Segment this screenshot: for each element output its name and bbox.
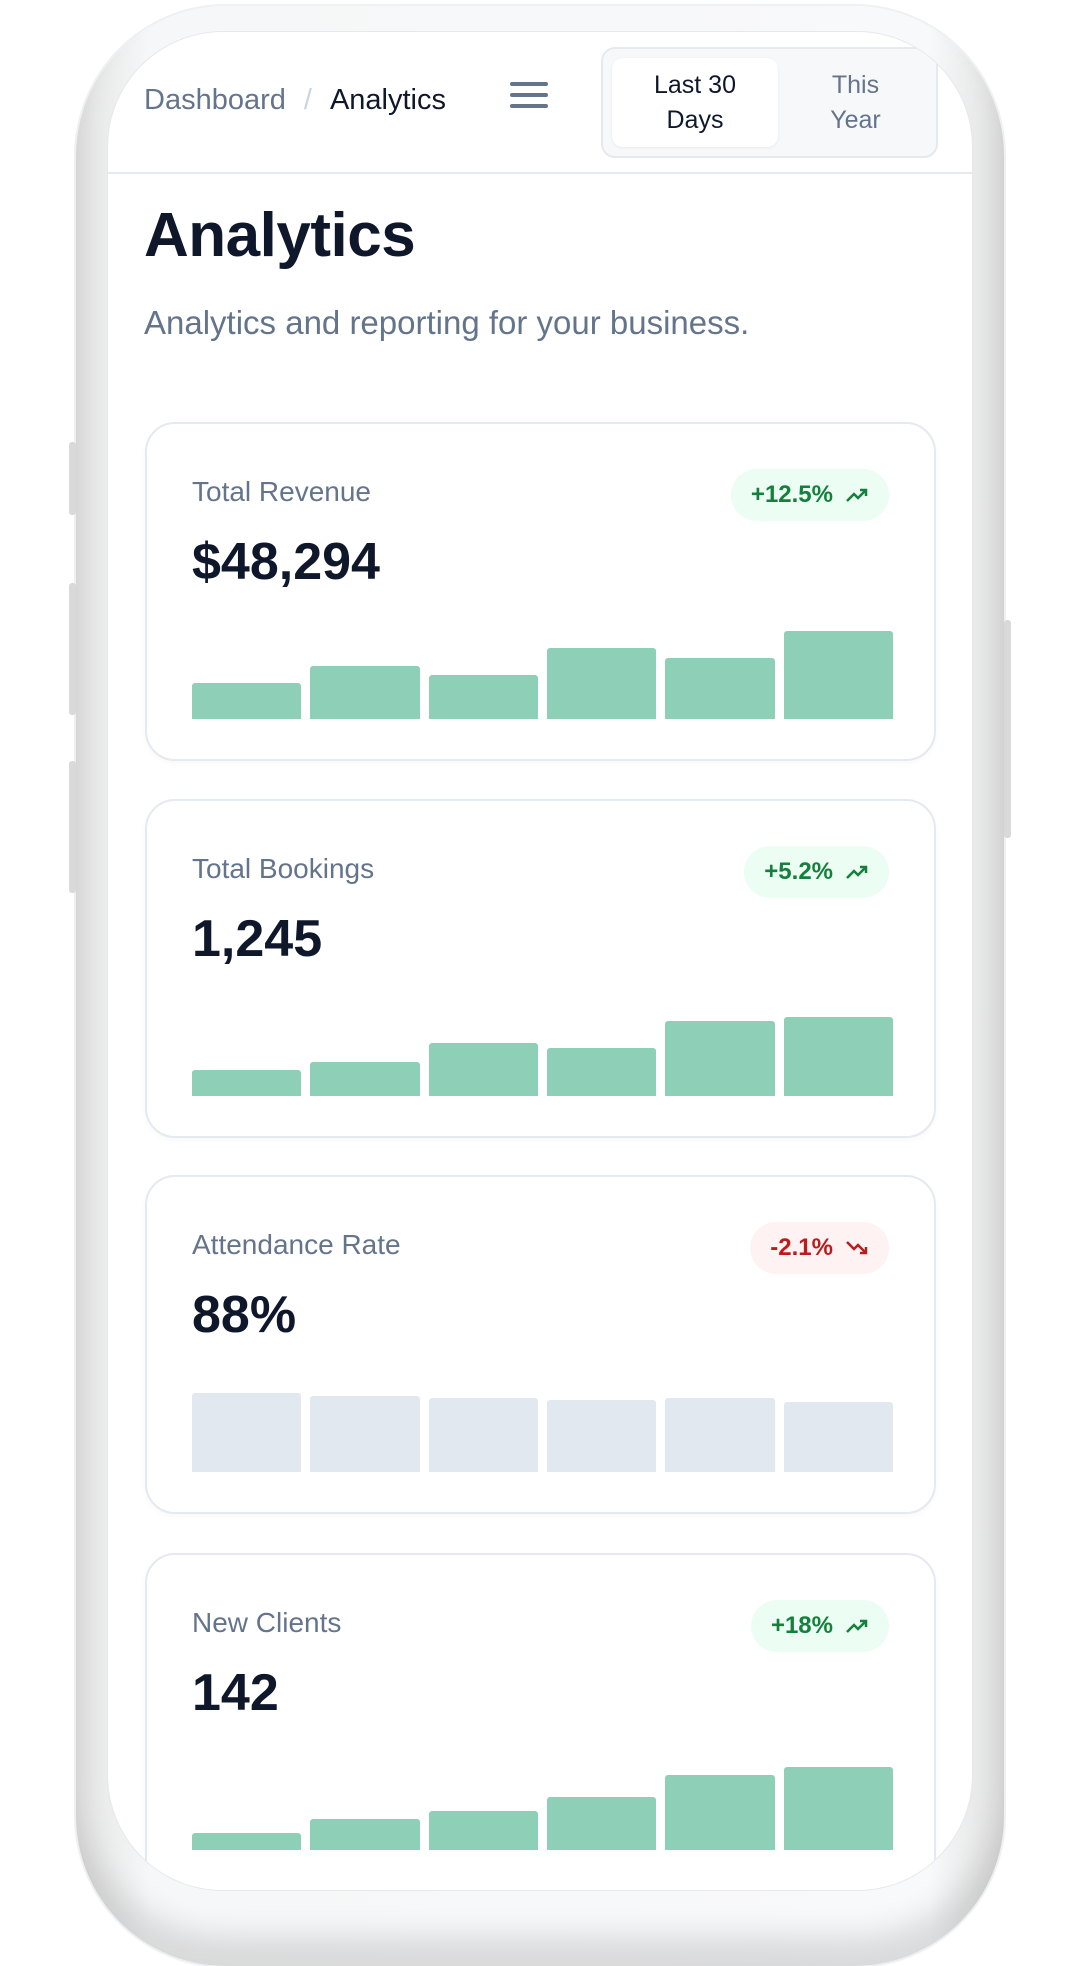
metric-value: 1,245 [192, 910, 323, 968]
range-option-label: This [831, 70, 880, 99]
metric-value: 142 [192, 1664, 279, 1722]
range-option-last-30-days[interactable]: Last 30 Days [612, 58, 778, 147]
chart-bar [428, 1043, 538, 1096]
change-value: +12.5% [750, 481, 833, 508]
breadcrumb: Dashboard / Analytics [144, 84, 446, 117]
change-badge: +12.5% [730, 469, 889, 521]
range-option-label: Days [666, 105, 724, 134]
trending-up-icon [846, 865, 868, 879]
chart-bar [192, 683, 302, 719]
phone-mute-switch [69, 442, 76, 515]
breadcrumb-separator: / [303, 84, 312, 116]
trending-up-icon [846, 1619, 868, 1633]
chart-bar [547, 1797, 657, 1850]
top-bar: Dashboard / Analytics Last 30 Days This Ye… [108, 32, 972, 174]
trending-down-icon [846, 1241, 868, 1255]
chart-bar [192, 1832, 302, 1850]
sparkline-bar-chart [192, 996, 893, 1096]
metric-value: 88% [192, 1286, 297, 1344]
change-value: +18% [770, 1612, 833, 1639]
metric-card-attendance-rate: Attendance Rate 88% -2.1% [145, 1175, 936, 1514]
metric-card-new-clients: New Clients 142 +18% [145, 1553, 936, 1890]
range-option-label: Year [830, 105, 881, 134]
phone-screen: Dashboard / Analytics Last 30 Days This Ye… [108, 32, 972, 1890]
chart-bar [665, 1398, 775, 1472]
chart-bar [428, 1810, 538, 1850]
chart-bar [310, 666, 420, 719]
chart-bar [310, 1395, 420, 1472]
phone-power-button [1004, 620, 1011, 838]
change-badge: +18% [750, 1600, 889, 1652]
metric-label: Total Bookings [192, 853, 375, 884]
change-value: +5.2% [764, 858, 833, 885]
sparkline-bar-chart [192, 619, 893, 719]
chart-bar [665, 657, 775, 719]
breadcrumb-current: Analytics [329, 84, 446, 116]
breadcrumb-dashboard-link[interactable]: Dashboard [144, 84, 286, 116]
change-badge: -2.1% [750, 1222, 889, 1274]
metric-card-total-revenue: Total Revenue $48,294 +12.5% [145, 422, 936, 761]
page-title: Analytics [144, 201, 416, 270]
phone-volume-up-button [69, 583, 76, 715]
chart-bar [192, 1393, 302, 1472]
chart-bar [547, 1399, 657, 1472]
chart-bar [783, 1017, 893, 1096]
date-range-toggle: Last 30 Days This Year [601, 47, 938, 158]
change-badge: +5.2% [744, 846, 889, 898]
change-value: -2.1% [770, 1234, 833, 1261]
chart-bar [783, 1402, 893, 1472]
page-subtitle: Analytics and reporting for your busines… [144, 304, 750, 341]
chart-bar [547, 1048, 657, 1096]
chart-bar [665, 1021, 775, 1096]
chart-bar [310, 1819, 420, 1850]
sparkline-bar-chart [192, 1750, 893, 1850]
metric-label: Attendance Rate [192, 1229, 401, 1260]
trending-up-icon [846, 488, 868, 502]
metric-label: Total Revenue [192, 476, 372, 507]
sparkline-bar-chart [192, 1372, 893, 1472]
chart-bar [783, 1766, 893, 1850]
metric-value: $48,294 [192, 533, 380, 591]
chart-bar [192, 1070, 302, 1096]
chart-bar [428, 674, 538, 719]
chart-bar [665, 1775, 775, 1850]
chart-bar [547, 647, 657, 719]
chart-bar [783, 630, 893, 719]
phone-volume-down-button [69, 761, 76, 893]
metric-label: New Clients [192, 1607, 342, 1638]
metric-card-total-bookings: Total Bookings 1,245 +5.2% [145, 799, 936, 1138]
chart-bar [310, 1061, 420, 1096]
range-option-label: Last 30 [653, 70, 736, 99]
range-option-this-year[interactable]: This Year [783, 58, 928, 147]
hamburger-icon[interactable] [510, 82, 548, 108]
chart-bar [428, 1398, 538, 1472]
